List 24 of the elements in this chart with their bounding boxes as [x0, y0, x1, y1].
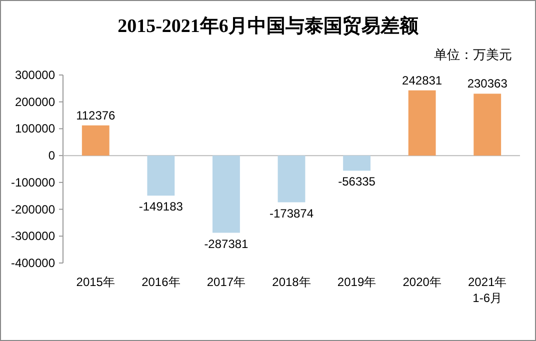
- data-label: -149183: [138, 200, 184, 214]
- x-tick-label: 2015年: [76, 275, 115, 289]
- y-tick-label: -100000: [10, 175, 56, 190]
- y-tick-label: 0: [48, 148, 56, 163]
- data-label: 230363: [467, 76, 508, 91]
- data-label: 112376: [76, 108, 116, 122]
- y-tick-label: 200000: [14, 94, 56, 109]
- x-tick-label: 2020年: [402, 275, 442, 289]
- chart-subtitle: 单位：万美元: [434, 47, 512, 62]
- x-tick-label: 2017年: [206, 275, 246, 289]
- data-label: -287381: [204, 236, 249, 251]
- y-tick-label: -300000: [10, 229, 56, 244]
- y-tick-label: -200000: [10, 202, 56, 216]
- x-tick-label: 2016年: [142, 275, 180, 289]
- data-label: -56335: [338, 174, 376, 189]
- x-tick-label: 2021年1-6月: [468, 275, 507, 305]
- x-tick-label: 2018年: [272, 275, 311, 289]
- data-label: -173874: [269, 206, 314, 220]
- chart-title: 2015-2021年6月中国与泰国贸易差额: [118, 15, 420, 37]
- y-tick-label: 300000: [14, 68, 56, 82]
- y-tick-label: -400000: [10, 256, 56, 270]
- x-tick-label: 2019年: [337, 275, 376, 289]
- y-tick-label: 100000: [14, 122, 56, 136]
- data-label: 242831: [402, 73, 442, 88]
